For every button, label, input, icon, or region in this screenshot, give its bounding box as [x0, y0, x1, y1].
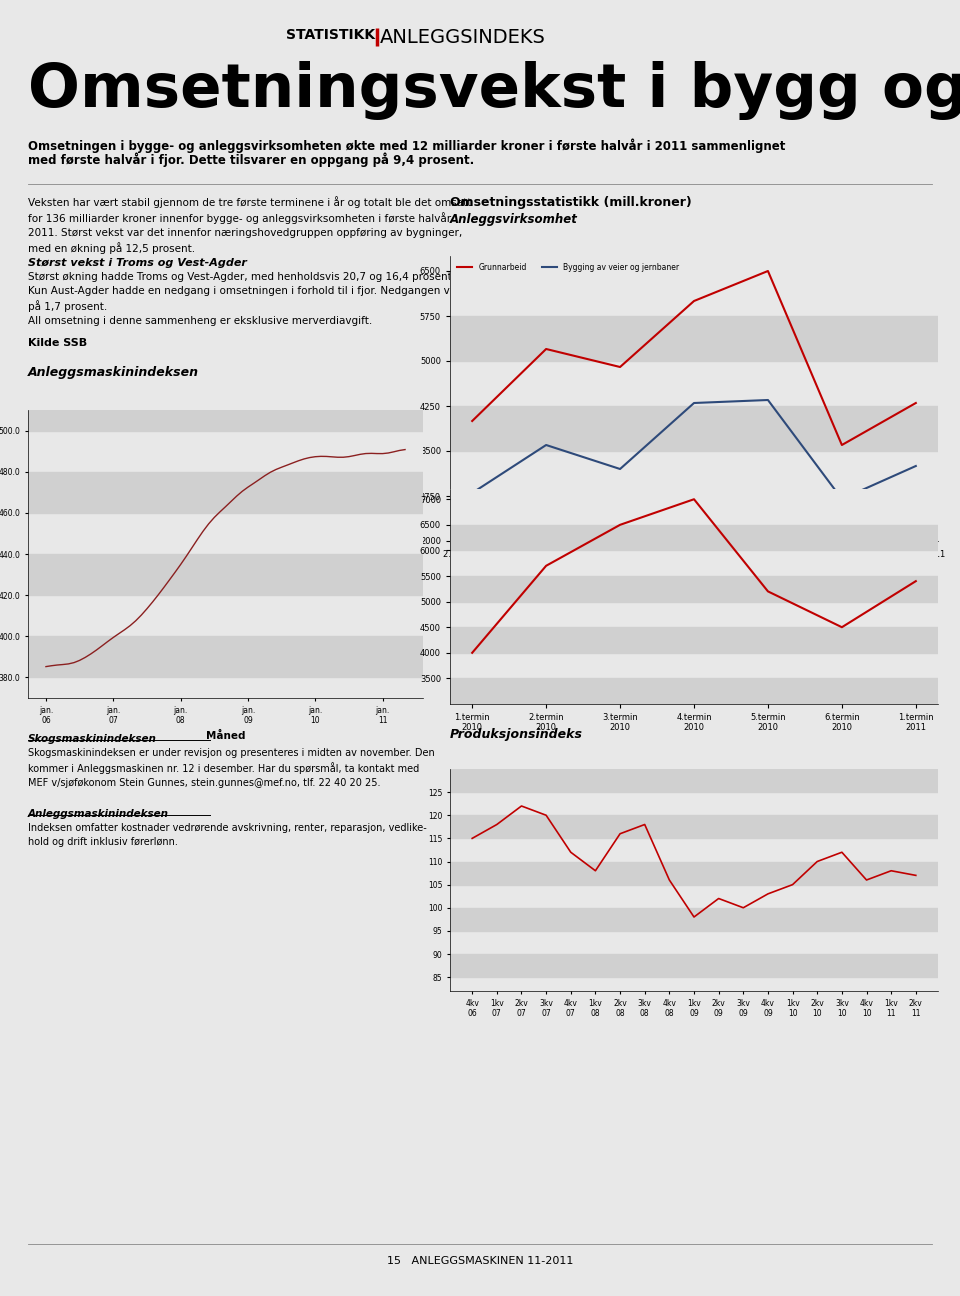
Text: Anleggsvirksomhet: Anleggsvirksomhet	[450, 213, 578, 226]
Bar	[450, 525, 938, 551]
Bar	[450, 769, 938, 792]
Text: Størst vekst i Troms og Vest-Agder: Størst vekst i Troms og Vest-Agder	[28, 258, 247, 268]
Text: Grunnarabeid/
bygging av veger og jernbaner: Grunnarabeid/ bygging av veger og jernba…	[450, 454, 681, 482]
Text: Kilde SSB: Kilde SSB	[28, 338, 87, 349]
Bar	[450, 815, 938, 839]
Bar	[450, 406, 938, 451]
Legend: Grunnarbeid, Bygging av veier og jernbaner: Grunnarbeid, Bygging av veier og jernban…	[454, 259, 683, 275]
Bar	[450, 496, 938, 540]
Text: Omsetningsstatistikk (mill.kroner): Omsetningsstatistikk (mill.kroner)	[450, 196, 692, 209]
X-axis label: Måned: Måned	[205, 731, 245, 741]
Bar	[450, 575, 938, 601]
Text: Veksten har vært stabil gjennom de tre første terminene i år og totalt ble det o: Veksten har vært stabil gjennom de tre f…	[28, 196, 471, 254]
Text: med første halvår i fjor. Dette tilsvarer en oppgang på 9,4 prosent.: med første halvår i fjor. Dette tilsvare…	[28, 152, 474, 167]
Text: Anleggsmaskinindeksen: Anleggsmaskinindeksen	[28, 809, 169, 819]
Text: STATISTIKK: STATISTIKK	[286, 29, 375, 41]
Bar	[450, 862, 938, 885]
Text: Skogsmaskinindeksen: Skogsmaskinindeksen	[28, 734, 156, 744]
Text: ANLEGGSINDEKS: ANLEGGSINDEKS	[380, 29, 546, 47]
Text: Skogsmaskinindeksen er under revisjon og presenteres i midten av november. Den
k: Skogsmaskinindeksen er under revisjon og…	[28, 748, 435, 788]
Text: Anleggsmaskinindeksen: Anleggsmaskinindeksen	[28, 365, 199, 378]
Bar	[450, 954, 938, 977]
Bar	[28, 553, 423, 595]
Text: Produksjonsindeks: Produksjonsindeks	[450, 728, 583, 741]
Text: 15   ANLEGGSMASKINEN 11-2011: 15 ANLEGGSMASKINEN 11-2011	[387, 1256, 573, 1266]
Bar	[28, 472, 423, 513]
Bar	[28, 389, 423, 430]
Text: Størst økning hadde Troms og Vest-Agder, med henholdsvis 20,7 og 16,4 prosent.
K: Størst økning hadde Troms og Vest-Agder,…	[28, 272, 461, 325]
Text: Indeksen omfatter kostnader vedrørende avskrivning, renter, reparasjon, vedlike-: Indeksen omfatter kostnader vedrørende a…	[28, 823, 427, 846]
Bar	[450, 627, 938, 653]
Text: Omsetningsvekst i bygg og anlegg: Omsetningsvekst i bygg og anlegg	[28, 61, 960, 121]
Bar	[450, 907, 938, 931]
Bar	[28, 636, 423, 678]
Bar	[450, 678, 938, 704]
Text: Omsetningen i bygge- og anleggsvirksomheten økte med 12 milliarder kroner i førs: Omsetningen i bygge- og anleggsvirksomhe…	[28, 137, 785, 153]
Bar	[450, 316, 938, 362]
